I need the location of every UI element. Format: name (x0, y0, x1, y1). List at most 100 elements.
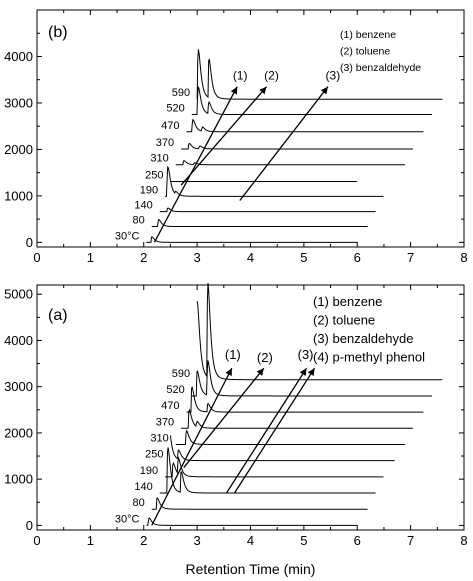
guide-label: (1) (233, 69, 248, 83)
x-tick-label: 5 (300, 533, 307, 548)
x-tick-label: 3 (194, 533, 201, 548)
y-tick-label: 0 (26, 518, 33, 533)
trace-590 (196, 49, 443, 100)
y-tick-label: 4000 (4, 333, 33, 348)
y-tick-label: 4000 (4, 49, 33, 64)
guide-line (233, 367, 316, 494)
trace-520 (191, 360, 432, 397)
y-tick-label: 2000 (4, 425, 33, 440)
trace-470 (186, 386, 424, 413)
trace-label: 140 (134, 481, 152, 493)
trace-80 (151, 218, 368, 228)
legend-entry: (4) p-methyl phenol (313, 350, 425, 365)
guide-arrowhead (256, 368, 264, 376)
trace-140 (159, 207, 376, 213)
x-tick-label: 4 (247, 533, 254, 548)
trace-80 (151, 497, 368, 510)
guide-label: (3) (298, 347, 314, 362)
trace-520 (191, 86, 432, 116)
guide-arrowhead (259, 86, 267, 95)
trace-190 (165, 165, 384, 197)
guide-arrowhead (299, 368, 307, 376)
trace-label: 470 (161, 400, 179, 412)
trace-label: 80 (133, 497, 145, 509)
guide-line (151, 367, 233, 526)
legend-entry: (1) benzene (313, 294, 382, 309)
y-tick-label: 5000 (4, 287, 33, 302)
x-tick-label: 0 (33, 250, 40, 265)
trace-label: 30°C (115, 513, 140, 525)
trace-label: 80 (133, 215, 145, 227)
x-tick-label: 2 (140, 250, 147, 265)
x-tick-label: 6 (354, 533, 361, 548)
guide-arrowhead (307, 368, 315, 376)
trace-label: 190 (140, 465, 158, 477)
trace-250 (169, 435, 395, 462)
x-tick-label: 8 (460, 250, 467, 265)
guide-label: (2) (257, 350, 273, 365)
x-tick-label: 2 (140, 533, 147, 548)
y-tick-label: 2000 (4, 142, 33, 157)
trace-310 (175, 160, 406, 166)
trace-370 (181, 142, 413, 150)
trace-30C (146, 517, 358, 526)
x-tick-label: 4 (247, 250, 254, 265)
trace-label: 520 (166, 384, 184, 396)
x-tick-label: 5 (300, 250, 307, 265)
legend-entry: (2) toluene (340, 46, 390, 58)
panel-label: (b) (48, 24, 68, 41)
x-tick-label: 3 (194, 250, 201, 265)
panel-label: (a) (48, 307, 68, 324)
trace-label: 470 (161, 120, 179, 132)
y-tick-label: 3000 (4, 379, 33, 394)
guide-label: (2) (264, 69, 279, 83)
x-tick-label: 7 (407, 250, 414, 265)
panel-a: 0 1 2 3 4 5 6 7 801000200030004000500030°C801401… (4, 283, 468, 577)
guide-line (153, 86, 238, 243)
trace-label: 590 (172, 368, 190, 380)
trace-label: 370 (156, 416, 174, 428)
guide-arrowhead (225, 368, 232, 376)
legend-entry: (2) toluene (313, 313, 375, 328)
y-tick-label: 0 (26, 235, 33, 250)
legend-entry: (3) benzaldehyde (313, 331, 413, 346)
y-tick-label: 3000 (4, 95, 33, 110)
guide-label: (3) (326, 69, 341, 83)
trace-label: 30°C (115, 230, 140, 242)
x-tick-label: 1 (87, 250, 94, 265)
guide-line (239, 86, 329, 201)
guide-label: (1) (225, 347, 241, 362)
trace-470 (186, 118, 424, 133)
trace-140 (159, 447, 376, 494)
x-tick-label: 6 (354, 250, 361, 265)
trace-label: 250 (145, 449, 163, 461)
x-tick-label: 8 (460, 533, 467, 548)
legend-entry: (3) benzaldehyde (340, 62, 421, 74)
trace-label: 140 (134, 200, 152, 212)
trace-label: 590 (172, 87, 190, 99)
trace-190 (165, 456, 384, 478)
trace-310 (175, 429, 406, 445)
trace-370 (181, 408, 413, 429)
panel-b: 0 1 2 3 4 5 6 7 80100020003000400030°C8014019025… (4, 9, 468, 265)
guide-line (183, 367, 265, 469)
y-tick-label: 1000 (4, 472, 33, 487)
guide-arrowhead (230, 86, 238, 95)
trace-label: 370 (156, 137, 174, 149)
trace-label: 310 (150, 432, 168, 444)
guide-line (180, 86, 268, 186)
x-tick-label: 1 (87, 533, 94, 548)
trace-label: 310 (150, 153, 168, 165)
trace-590 (196, 283, 443, 381)
x-axis-title: Retention Time (min) (186, 561, 316, 577)
guide-arrowhead (320, 86, 328, 95)
trace-label: 250 (145, 169, 163, 181)
y-tick-label: 1000 (4, 188, 33, 203)
trace-label: 190 (140, 184, 158, 196)
trace-30C (146, 236, 358, 243)
x-tick-label: 7 (407, 533, 414, 548)
legend-entry: (1) benzene (340, 29, 396, 41)
trace-label: 520 (166, 103, 184, 115)
x-tick-label: 0 (33, 533, 40, 548)
